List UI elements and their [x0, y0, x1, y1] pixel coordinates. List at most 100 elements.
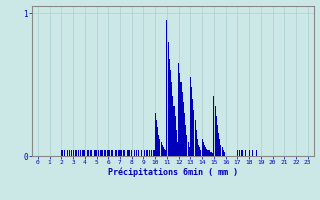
Bar [206, 149, 207, 156]
Bar [190, 77, 191, 156]
Bar [111, 150, 112, 156]
Bar [200, 150, 202, 156]
Bar [216, 116, 217, 156]
Bar [210, 152, 211, 156]
Bar [180, 82, 181, 156]
Bar [186, 135, 188, 156]
Bar [224, 152, 225, 156]
Bar [164, 149, 165, 156]
Bar [163, 147, 164, 156]
Bar [109, 150, 110, 156]
Bar [69, 150, 70, 156]
Bar [168, 42, 169, 156]
Bar [179, 73, 180, 156]
Bar [147, 150, 148, 156]
Bar [121, 150, 122, 156]
Bar [108, 150, 109, 156]
Bar [173, 106, 174, 156]
Bar [78, 150, 79, 156]
Bar [237, 150, 238, 156]
Bar [101, 150, 102, 156]
Bar [87, 150, 88, 156]
Bar [214, 106, 216, 156]
Bar [192, 99, 193, 156]
Bar [221, 147, 223, 156]
Bar [129, 150, 130, 156]
Bar [84, 150, 85, 156]
Bar [144, 150, 145, 156]
Bar [88, 150, 89, 156]
Bar [95, 150, 96, 156]
Bar [209, 150, 210, 156]
Bar [156, 120, 157, 156]
Bar [191, 87, 192, 156]
Bar [202, 139, 203, 156]
Bar [131, 150, 132, 156]
Bar [220, 145, 221, 156]
Bar [155, 113, 156, 156]
Bar [149, 150, 150, 156]
Bar [105, 150, 107, 156]
Bar [96, 150, 97, 156]
Bar [73, 150, 74, 156]
Bar [102, 150, 103, 156]
Bar [61, 150, 62, 156]
Bar [252, 150, 253, 156]
Bar [112, 150, 114, 156]
Bar [245, 150, 246, 156]
Bar [98, 150, 100, 156]
Bar [157, 127, 158, 156]
Bar [193, 110, 195, 156]
Bar [128, 150, 129, 156]
Bar [151, 150, 152, 156]
Bar [242, 150, 243, 156]
Bar [239, 150, 240, 156]
Bar [118, 150, 119, 156]
Bar [75, 150, 76, 156]
Bar [140, 150, 142, 156]
Bar [184, 113, 185, 156]
Bar [116, 150, 117, 156]
Bar [185, 125, 186, 156]
Bar [154, 150, 155, 156]
Bar [115, 150, 116, 156]
Bar [136, 150, 137, 156]
Bar [256, 150, 257, 156]
Bar [217, 125, 218, 156]
Bar [133, 150, 135, 156]
Bar [161, 142, 162, 156]
Bar [82, 150, 83, 156]
Bar [177, 142, 178, 156]
Bar [83, 150, 84, 156]
Bar [165, 150, 166, 156]
Bar [107, 150, 108, 156]
Bar [119, 150, 121, 156]
Bar [124, 150, 125, 156]
Bar [195, 120, 196, 156]
Bar [71, 150, 72, 156]
Bar [249, 150, 250, 156]
Bar [104, 150, 105, 156]
Bar [138, 150, 139, 156]
Bar [62, 150, 63, 156]
Bar [126, 150, 128, 156]
Bar [212, 153, 213, 156]
Bar [80, 150, 81, 156]
Bar [197, 139, 198, 156]
Bar [198, 145, 199, 156]
Bar [91, 150, 92, 156]
Bar [182, 92, 183, 156]
Bar [203, 142, 204, 156]
Bar [207, 150, 209, 156]
Bar [204, 145, 205, 156]
Bar [211, 152, 212, 156]
Bar [172, 96, 173, 156]
Bar [219, 139, 220, 156]
Bar [189, 147, 190, 156]
Bar [159, 139, 160, 156]
Bar [169, 59, 170, 156]
Bar [199, 147, 200, 156]
Bar [90, 150, 91, 156]
Bar [170, 70, 171, 156]
Bar [218, 133, 219, 156]
